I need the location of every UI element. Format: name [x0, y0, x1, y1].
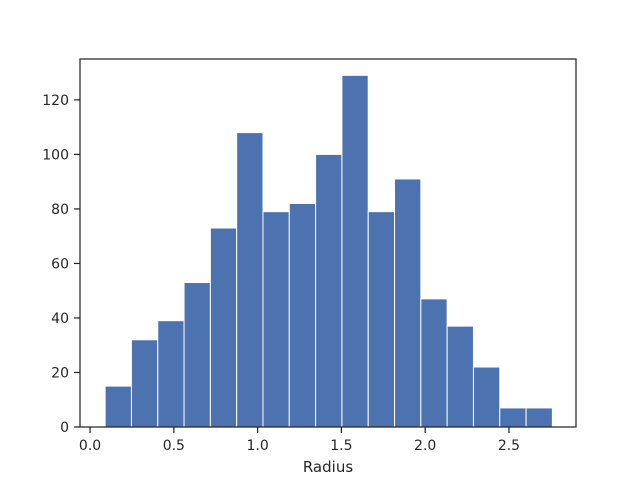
histogram-bar	[157, 320, 185, 428]
histogram-bar	[209, 227, 238, 428]
x-tick-label: 0.0	[79, 438, 101, 454]
y-tick-label: 40	[51, 311, 69, 327]
histogram-bar	[104, 385, 132, 428]
x-axis: 0.0 0.5 1.0 1.5 2.0 2.5	[79, 427, 520, 454]
histogram-bar	[262, 211, 290, 428]
histogram-bar	[315, 153, 343, 428]
histogram-bar	[525, 407, 553, 428]
x-tick-label: 2.5	[498, 438, 520, 454]
x-tick-label: 1.5	[330, 438, 352, 454]
y-tick-label: 100	[42, 147, 69, 163]
histogram-bar	[341, 74, 369, 428]
y-tick-label: 120	[42, 93, 69, 109]
histogram-bar	[367, 211, 396, 428]
y-tick-label: 80	[51, 202, 69, 218]
y-tick-label: 60	[51, 256, 69, 272]
x-axis-title: Radius	[303, 458, 353, 476]
histogram-bar	[472, 366, 501, 428]
histogram-bar	[236, 132, 264, 428]
plot-frame	[79, 58, 577, 428]
x-tick-label: 1.0	[246, 438, 268, 454]
histogram-bar	[420, 298, 448, 428]
y-tick-label: 20	[51, 365, 69, 381]
histogram-bar	[446, 325, 474, 428]
x-tick-label: 0.5	[163, 438, 185, 454]
histogram-bar	[130, 339, 159, 428]
histogram-bar	[183, 282, 211, 428]
histogram-bar	[394, 178, 422, 428]
x-tick-label: 2.0	[414, 438, 436, 454]
y-tick-label: 0	[60, 420, 69, 436]
y-axis: 0 20 40 60 80 100 120	[42, 93, 80, 436]
histogram-bar	[288, 202, 317, 428]
histogram-bar	[499, 407, 527, 428]
bars-group	[104, 74, 553, 428]
